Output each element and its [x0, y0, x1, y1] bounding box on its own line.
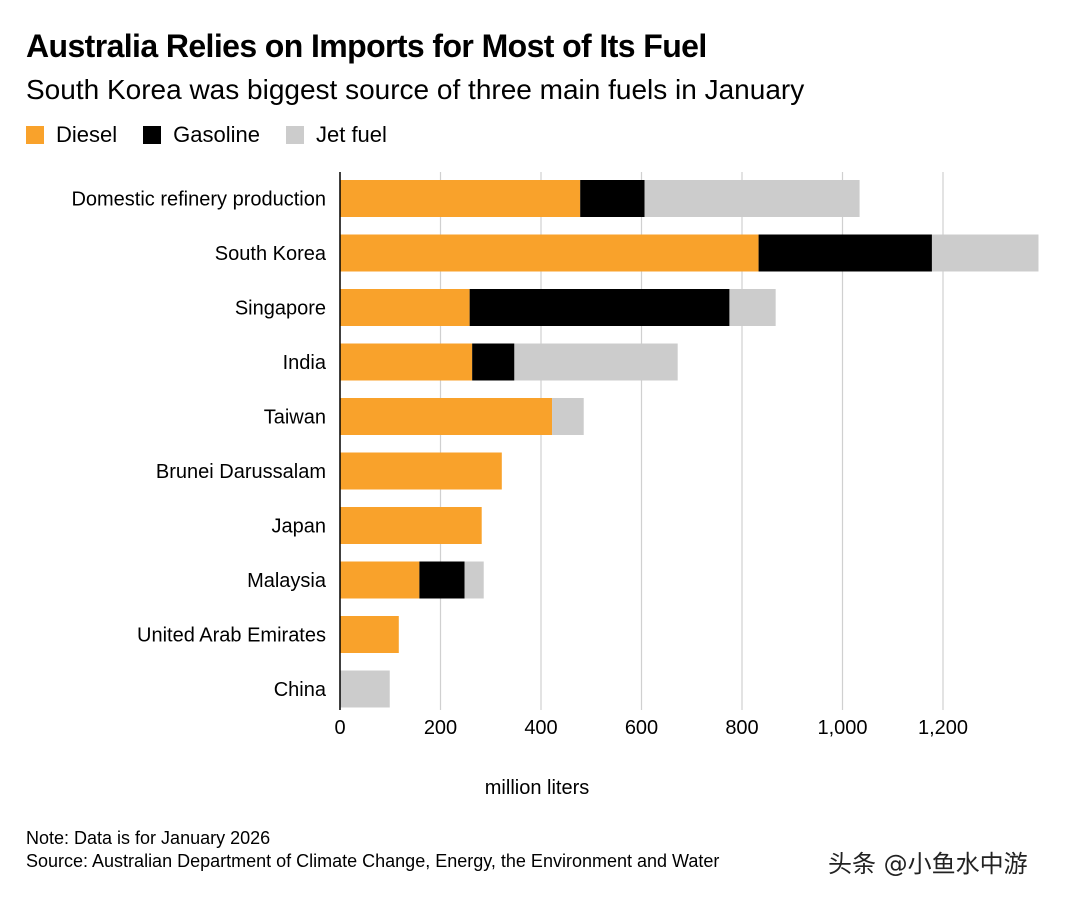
x-axis-label: million liters [485, 777, 589, 799]
x-tick-label: 0 [334, 717, 345, 739]
bar-south-korea-gasoline [758, 234, 932, 272]
legend-swatch-gasoline [143, 126, 162, 144]
legend-item-jet-fuel: Jet fuel [285, 122, 387, 148]
watermark: 头条 @小鱼水中游 [828, 850, 1028, 878]
bar-domestic-refinery-production-jet-fuel [644, 180, 860, 217]
x-tick-label: 1,000 [817, 717, 867, 739]
category-label: India [283, 352, 327, 374]
bar-united-arab-emirates-diesel [340, 616, 399, 653]
category-label: United Arab Emirates [137, 625, 326, 647]
bar-singapore-jet-fuel [729, 289, 776, 326]
bar-india-diesel [340, 343, 473, 381]
x-tick-label: 400 [524, 717, 557, 739]
x-tick-label: 800 [725, 717, 758, 739]
category-label: Domestic refinery production [71, 189, 326, 211]
bar-singapore-gasoline [469, 289, 730, 326]
category-label: Taiwan [264, 407, 326, 429]
source-note: Source: Australian Department of Climate… [26, 851, 720, 871]
legend-swatch-jet-fuel [285, 126, 304, 144]
category-label: Malaysia [247, 570, 327, 592]
x-tick-label: 1,200 [918, 717, 968, 739]
bar-domestic-refinery-production-diesel [340, 180, 581, 217]
legend-label-gasoline: Gasoline [173, 122, 260, 147]
bar-china-jet-fuel [340, 670, 390, 708]
x-tick-label: 600 [625, 717, 658, 739]
bar-japan-diesel [340, 507, 482, 544]
bar-malaysia-diesel [340, 561, 420, 599]
legend-label-diesel: Diesel [56, 122, 118, 147]
bar-south-korea-diesel [340, 234, 759, 272]
bar-singapore-diesel [340, 289, 470, 326]
chart-title: Australia Relies on Imports for Most of … [26, 28, 707, 64]
bar-india-jet-fuel [514, 343, 678, 381]
bar-taiwan-diesel [340, 398, 553, 435]
legend-label-jet-fuel: Jet fuel [315, 122, 387, 147]
chart-subtitle: South Korea was biggest source of three … [26, 74, 805, 105]
bar-malaysia-gasoline [419, 561, 465, 599]
legend: Diesel Gasoline Jet fuel [26, 122, 413, 148]
legend-item-gasoline: Gasoline [143, 122, 260, 148]
legend-swatch-diesel [26, 126, 44, 144]
category-label: China [274, 679, 327, 701]
x-tick-label: 200 [424, 717, 457, 739]
bar-taiwan-jet-fuel [552, 398, 584, 435]
bar-india-gasoline [472, 343, 515, 381]
legend-item-diesel: Diesel [26, 122, 117, 148]
bar-south-korea-jet-fuel [931, 234, 1039, 272]
bar-domestic-refinery-production-gasoline [580, 180, 645, 217]
footnote: Note: Data is for January 2026 [26, 828, 271, 848]
category-label: Japan [272, 516, 327, 538]
bar-brunei-darussalam-diesel [340, 452, 502, 490]
category-label: Singapore [235, 298, 326, 320]
bar-malaysia-jet-fuel [464, 561, 484, 599]
category-label: Brunei Darussalam [156, 461, 326, 483]
category-label: South Korea [215, 243, 327, 265]
